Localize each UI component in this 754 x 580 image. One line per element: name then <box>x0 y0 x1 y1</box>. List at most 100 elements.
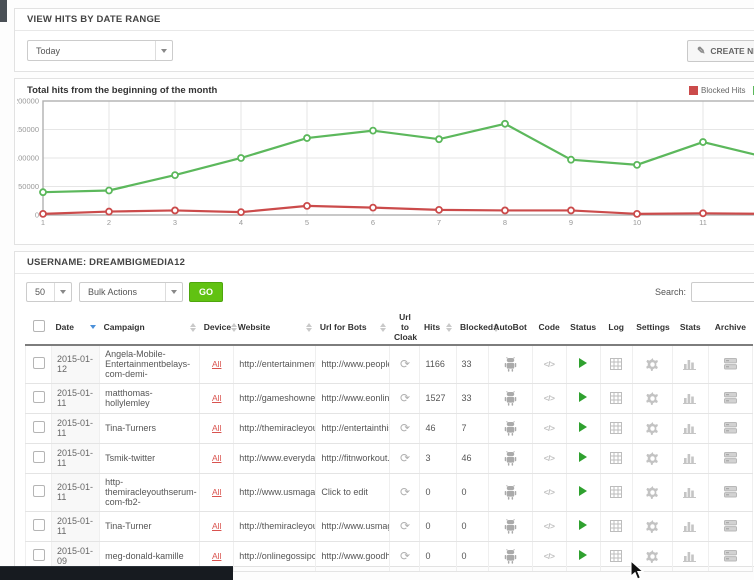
table-row: 2015-01-11 Tsmik-twitter All http://www.… <box>24 443 754 474</box>
device-link[interactable]: All <box>212 393 222 403</box>
log-grid-icon[interactable] <box>610 520 623 532</box>
log-grid-icon[interactable] <box>610 550 623 562</box>
row-checkbox[interactable] <box>32 485 45 497</box>
table-row: 2015-01-11 http-themiracleyouthserum-com… <box>24 473 754 512</box>
create-new-campaign-button[interactable]: ✎ CREATE NEW CAMPAIGN <box>687 40 754 62</box>
cloak-refresh-icon[interactable]: ⟳ <box>399 357 410 372</box>
status-play-icon[interactable] <box>579 550 588 560</box>
device-link[interactable]: All <box>212 359 222 370</box>
row-checkbox[interactable] <box>32 451 45 463</box>
log-grid-icon[interactable] <box>610 486 623 498</box>
url-for-bots-cell[interactable]: Click to edit <box>315 473 391 512</box>
cloak-refresh-icon[interactable]: ⟳ <box>399 451 410 465</box>
row-checkbox[interactable] <box>32 357 45 370</box>
search-label: Search: <box>655 287 687 297</box>
android-autobot-icon[interactable] <box>504 420 517 436</box>
code-icon[interactable]: </> <box>543 423 555 433</box>
android-autobot-icon[interactable] <box>504 450 517 466</box>
device-link[interactable]: All <box>212 487 222 497</box>
blocked-cell: 0 <box>455 473 489 512</box>
log-grid-icon[interactable] <box>610 392 623 404</box>
status-play-icon[interactable] <box>579 358 588 369</box>
legend-item-blocked: Blocked Hits <box>689 86 745 95</box>
url-for-bots-cell[interactable]: http://www.eonline.com/n... <box>315 383 391 414</box>
cloak-refresh-icon[interactable]: ⟳ <box>399 549 410 563</box>
android-autobot-icon[interactable] <box>504 356 517 372</box>
code-icon[interactable]: </> <box>543 521 555 531</box>
column-header-campaign[interactable]: Campaign <box>104 322 196 332</box>
website-cell: http://entertainmentbelays... <box>233 345 317 384</box>
page-size-select[interactable]: 50 <box>26 282 72 302</box>
column-header-date[interactable]: Date <box>56 322 96 332</box>
archive-stack-icon[interactable] <box>723 550 737 562</box>
archive-stack-icon[interactable] <box>723 392 737 404</box>
settings-gear-icon[interactable] <box>645 391 659 405</box>
android-autobot-icon[interactable] <box>504 484 517 500</box>
settings-gear-icon[interactable] <box>645 451 659 465</box>
android-autobot-icon[interactable] <box>504 518 517 534</box>
date-cell: 2015-01-12 <box>51 345 101 384</box>
device-link[interactable]: All <box>212 423 222 433</box>
log-grid-icon[interactable] <box>610 422 623 434</box>
column-header-url-to-cloak[interactable]: Url to Cloak <box>389 310 420 346</box>
cloak-refresh-icon[interactable]: ⟳ <box>399 485 410 499</box>
settings-gear-icon[interactable] <box>645 421 659 435</box>
url-for-bots-cell[interactable]: http://fitnworkout.com/ <box>315 443 391 474</box>
code-icon[interactable]: </> <box>543 453 555 463</box>
stats-bar-chart-icon[interactable] <box>683 520 697 532</box>
log-grid-icon[interactable] <box>610 358 623 371</box>
row-checkbox[interactable] <box>32 391 45 403</box>
status-play-icon[interactable] <box>579 452 588 462</box>
go-button[interactable]: GO <box>189 282 224 302</box>
archive-stack-icon[interactable] <box>723 486 737 498</box>
date-range-select[interactable]: Today <box>27 40 173 61</box>
column-header-url-for-bots[interactable]: Url for Bots <box>320 322 386 332</box>
column-header-hits[interactable]: Hits <box>424 322 453 332</box>
taskbar-fragment <box>0 566 233 580</box>
url-for-bots-cell[interactable]: http://www.usmagazine.c... <box>315 511 391 542</box>
log-grid-icon[interactable] <box>610 452 623 464</box>
column-header-device[interactable]: Device <box>204 322 238 332</box>
stats-bar-chart-icon[interactable] <box>683 550 697 562</box>
row-checkbox[interactable] <box>32 519 45 531</box>
archive-stack-icon[interactable] <box>723 358 737 370</box>
url-for-bots-cell[interactable]: http://entertainthis.usatod... <box>315 413 391 444</box>
settings-gear-icon[interactable] <box>645 357 659 371</box>
stats-bar-chart-icon[interactable] <box>683 358 697 371</box>
settings-gear-icon[interactable] <box>645 519 659 533</box>
code-icon[interactable]: </> <box>543 551 555 561</box>
stats-bar-chart-icon[interactable] <box>683 486 697 498</box>
cloak-refresh-icon[interactable]: ⟳ <box>399 391 410 405</box>
status-play-icon[interactable] <box>579 486 588 496</box>
row-checkbox[interactable] <box>32 549 45 561</box>
archive-stack-icon[interactable] <box>723 520 737 532</box>
column-header-website[interactable]: Website <box>238 322 312 332</box>
stats-bar-chart-icon[interactable] <box>683 422 697 434</box>
device-link[interactable]: All <box>212 453 222 463</box>
device-link[interactable]: All <box>212 521 222 531</box>
code-icon[interactable]: </> <box>543 487 555 497</box>
row-checkbox[interactable] <box>32 421 45 433</box>
settings-gear-icon[interactable] <box>645 549 659 563</box>
settings-gear-icon[interactable] <box>645 485 659 499</box>
bulk-actions-select[interactable]: Bulk Actions <box>79 282 183 302</box>
archive-stack-icon[interactable] <box>723 422 737 434</box>
url-for-bots-cell[interactable]: http://www.goodhouseke... <box>315 541 391 572</box>
android-autobot-icon[interactable] <box>504 390 517 406</box>
device-link[interactable]: All <box>212 551 222 561</box>
status-play-icon[interactable] <box>579 392 588 402</box>
archive-stack-icon[interactable] <box>723 452 737 464</box>
android-autobot-icon[interactable] <box>504 548 517 564</box>
code-icon[interactable]: </> <box>543 359 555 370</box>
column-header-blocked[interactable]: Blocked <box>460 322 500 332</box>
status-play-icon[interactable] <box>579 520 588 530</box>
select-all-checkbox[interactable] <box>32 320 45 332</box>
status-play-icon[interactable] <box>579 422 588 432</box>
cloak-refresh-icon[interactable]: ⟳ <box>399 519 410 533</box>
url-for-bots-cell[interactable]: http://www.people.com/ar... <box>315 345 391 384</box>
search-input[interactable] <box>691 282 754 302</box>
stats-bar-chart-icon[interactable] <box>683 452 697 464</box>
stats-bar-chart-icon[interactable] <box>683 392 697 404</box>
cloak-refresh-icon[interactable]: ⟳ <box>399 421 410 435</box>
code-icon[interactable]: </> <box>543 393 555 403</box>
